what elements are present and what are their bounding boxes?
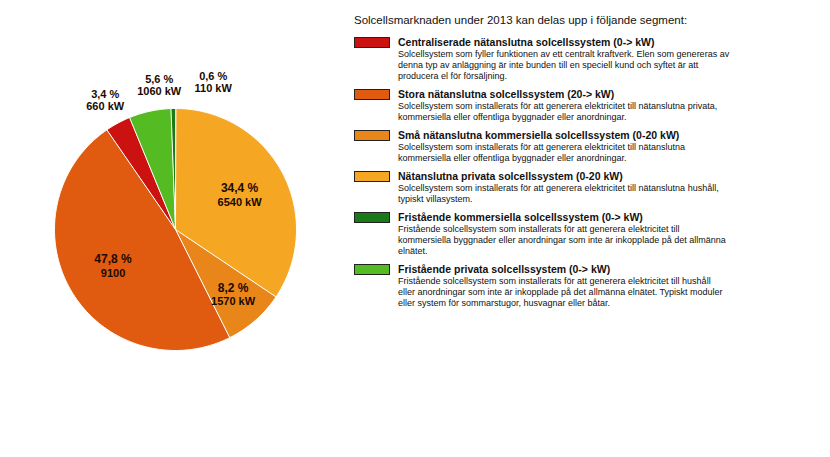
html-text:Solcellsystem som installerats: Solcellsystem som installerats för att g… [398,183,719,204]
html-text:Nätanslutna privata solcellssy: Nätanslutna privata solcellssystem (0-20… [398,170,623,182]
html-text:Fristående kommersiella solcel: Fristående kommersiella solcellssystem (… [398,211,643,223]
svg-text:8,2 %: 8,2 % [218,280,249,294]
html-text:Små nätanslutna kommersiella s: Små nätanslutna kommersiella solcellssys… [398,129,680,141]
svg-text:5,6 %: 5,6 % [145,73,173,85]
svg-text:3,4 %: 3,4 % [91,87,119,99]
svg-text:1060 kW: 1060 kW [137,85,182,97]
svg-text:660 kW: 660 kW [86,99,125,111]
html-text:Centraliserade nätanslutna sol: Centraliserade nätanslutna solcellssyste… [398,36,655,48]
svg-text:0,6 %: 0,6 % [199,69,227,81]
svg-text:110 kW: 110 kW [195,81,233,93]
svg-text:9100: 9100 [101,266,125,278]
svg-text:1570 kW: 1570 kW [211,295,256,307]
html-text:Fristående solcellsystem som i: Fristående solcellsystem som installerat… [398,224,726,256]
html-text:Fristående privata solcellssys: Fristående privata solcellssystem (0-> k… [398,263,611,275]
html-text:Solcellsystem som installerats: Solcellsystem som installerats för att g… [398,101,718,122]
html-text:Solcellsmarknaden under 2013 k: Solcellsmarknaden under 2013 kan delas u… [354,14,688,26]
svg-text:34,4 %: 34,4 % [221,181,259,195]
svg-text:6540 kW: 6540 kW [218,195,263,207]
html-text:Solcellsystem som fyller funkt: Solcellsystem som fyller funktionen av e… [398,49,730,81]
svg-text:47,8 %: 47,8 % [94,252,132,266]
html-text:Fristående solcellsystem som i: Fristående solcellsystem som installerat… [398,276,723,308]
html-text:Stora nätanslutna solcellssyst: Stora nätanslutna solcellssystem (20-> k… [398,88,615,100]
html-text:Solcellsystem som installerats: Solcellsystem som installerats för att g… [398,142,686,163]
